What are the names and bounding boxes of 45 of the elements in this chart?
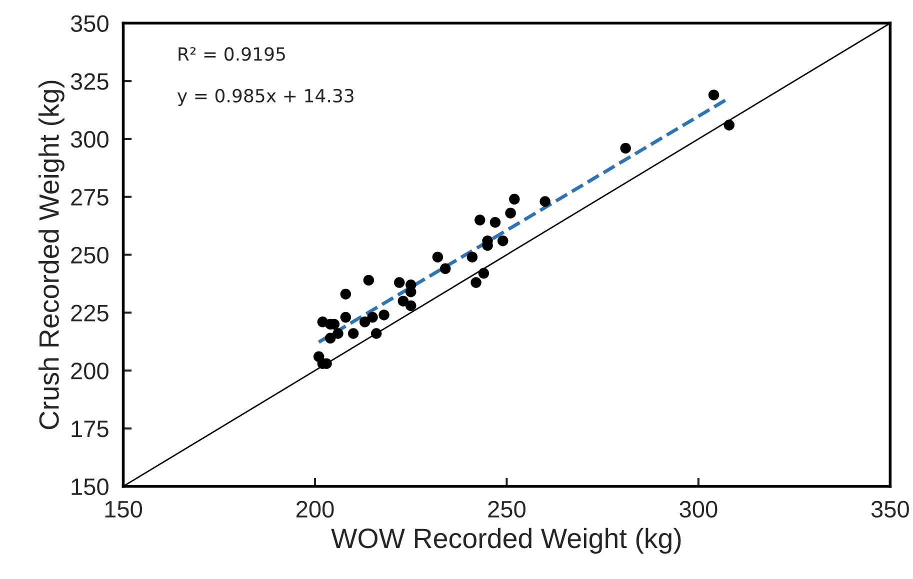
annotation: R² = 0.9195 <box>178 47 285 61</box>
x-tick-label: 150 <box>105 500 142 518</box>
point <box>363 274 374 286</box>
point <box>470 277 482 288</box>
y-tick-label: 175 <box>72 420 108 438</box>
point <box>620 142 631 154</box>
y-tick-label: 200 <box>71 362 108 380</box>
point <box>359 316 370 328</box>
x-tick-label: 350 <box>871 500 909 518</box>
point <box>340 288 352 300</box>
point <box>432 252 444 262</box>
y-tick-label: 225 <box>71 304 108 322</box>
point <box>540 196 550 207</box>
y-tick-label: 275 <box>71 188 108 206</box>
x-tick-label: 250 <box>488 500 526 518</box>
point <box>370 328 382 339</box>
point <box>498 235 508 246</box>
point <box>348 328 359 339</box>
point <box>724 120 734 130</box>
point <box>340 312 352 323</box>
point <box>440 263 451 274</box>
point <box>378 310 390 320</box>
y-axis-title: Crush Recorded Weight (kg) <box>38 80 64 430</box>
point <box>474 214 486 226</box>
y-tick-label: 300 <box>70 131 108 148</box>
point <box>490 216 501 228</box>
annotation: y = 0.985x + 14.33 <box>177 88 354 106</box>
y-tick-label: 350 <box>70 15 108 32</box>
point <box>324 332 336 344</box>
y-tick-label: 250 <box>71 246 108 264</box>
x-axis-title: WOW Recorded Weight (kg) <box>331 528 681 554</box>
y-tick-label: 325 <box>70 73 108 90</box>
point <box>708 90 720 100</box>
point <box>398 296 409 306</box>
x-tick-label: 200 <box>296 500 334 518</box>
y-tick-label: 150 <box>72 478 108 496</box>
point <box>367 312 378 323</box>
point <box>505 208 516 218</box>
point <box>332 328 344 339</box>
point <box>394 277 405 288</box>
point <box>478 268 490 279</box>
point <box>405 300 416 312</box>
point <box>466 252 478 262</box>
x-tick-label: 300 <box>680 500 718 518</box>
point <box>509 194 520 205</box>
